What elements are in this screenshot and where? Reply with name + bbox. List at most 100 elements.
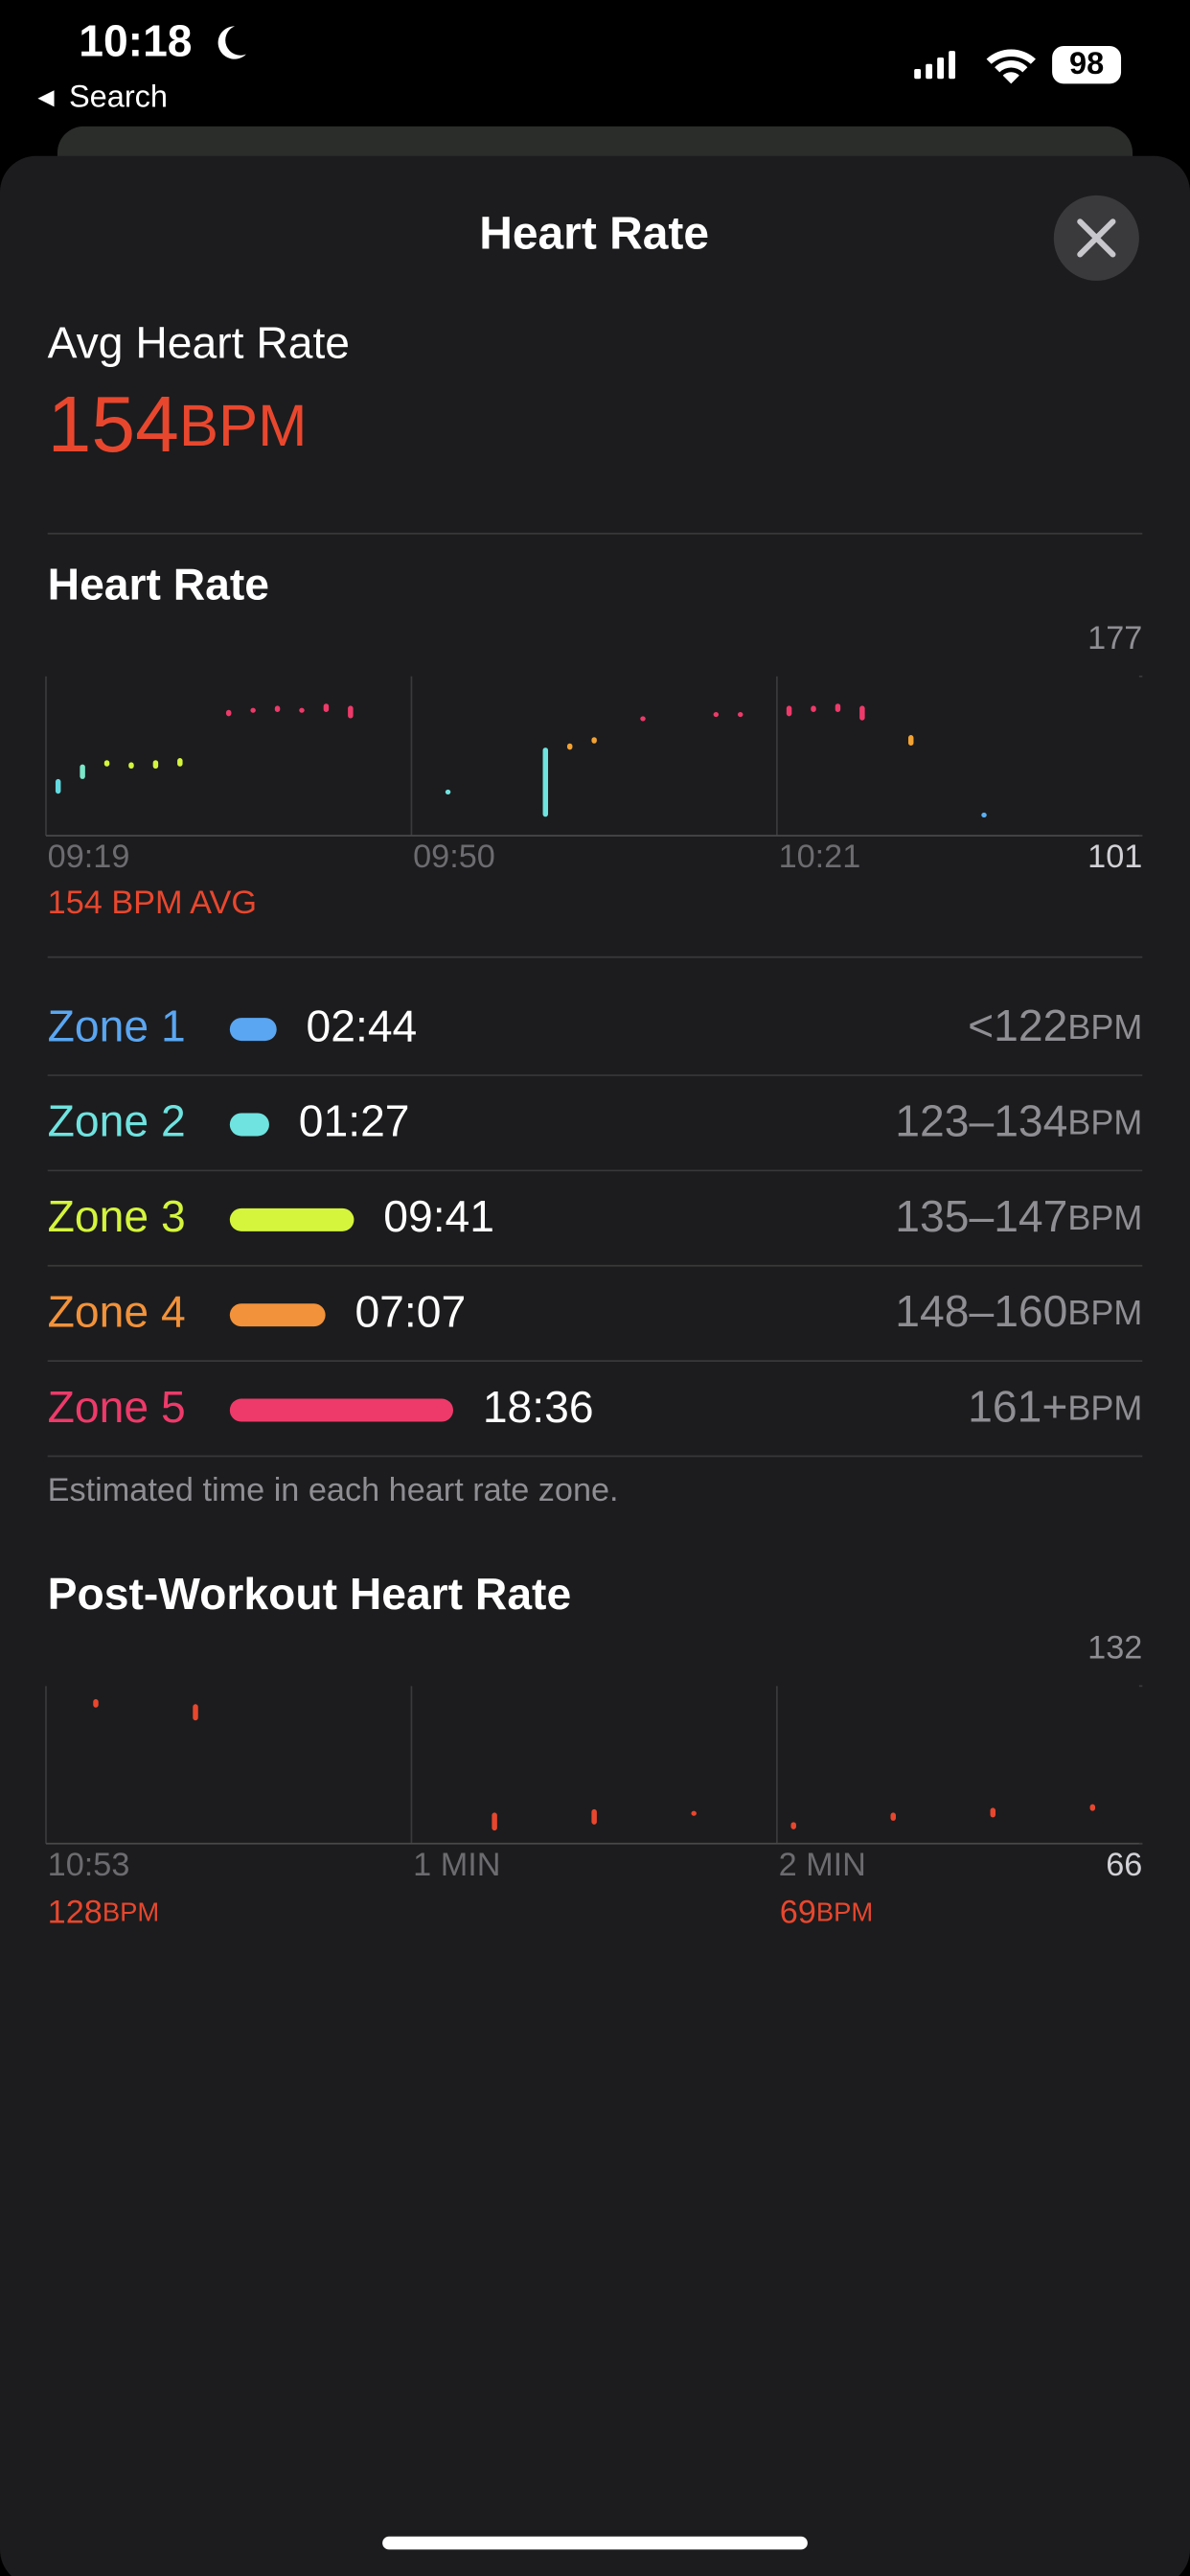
status-time: 10:18: [79, 15, 192, 65]
zone-range-value: 148–160: [895, 1286, 1067, 1336]
zone-range: 135–147BPM: [895, 1191, 1142, 1241]
avg-unit: BPM: [179, 393, 308, 459]
reading: [55, 778, 61, 794]
zone-bar: [229, 1208, 355, 1231]
reading: [640, 716, 646, 722]
reading: [859, 705, 865, 721]
zone-range-unit: BPM: [1067, 1102, 1142, 1141]
end-value: 69: [780, 1895, 816, 1931]
zone-duration: 18:36: [483, 1382, 594, 1432]
zone-range: 161+BPM: [968, 1382, 1142, 1432]
end-rate: 69BPM: [780, 1895, 873, 1931]
start-value: 128: [48, 1895, 103, 1931]
y-tick-label: 132: [1087, 1630, 1142, 1667]
x-label: 10:53: [48, 1847, 130, 1883]
reading: [981, 812, 987, 818]
reading: [250, 707, 256, 713]
close-button[interactable]: [1053, 195, 1139, 281]
reading: [225, 709, 232, 717]
zone-bar: [229, 1398, 454, 1422]
reading: [274, 705, 281, 712]
reading: [128, 762, 134, 769]
home-indicator: [382, 2536, 808, 2550]
reading: [790, 1822, 796, 1829]
reading: [542, 748, 549, 817]
reading: [323, 703, 330, 712]
zone-range-value: <122: [968, 1000, 1067, 1050]
zone-note: Estimated time in each heart rate zone.: [48, 1472, 619, 1508]
reading: [1089, 1804, 1096, 1811]
zone-range-unit: BPM: [1067, 1388, 1142, 1427]
reading: [348, 705, 354, 719]
y-tick-label: 177: [1087, 620, 1142, 656]
end-unit: BPM: [816, 1898, 873, 1927]
reading: [591, 1808, 597, 1825]
y-tick-label: 101: [1087, 839, 1142, 875]
zone-duration: 01:27: [299, 1096, 410, 1146]
reading: [103, 760, 110, 767]
reading: [890, 1812, 896, 1821]
zone-duration: 02:44: [307, 1000, 418, 1050]
zone-range: 148–160BPM: [895, 1286, 1142, 1336]
zone-range-value: 135–147: [895, 1191, 1067, 1241]
avg-label: Avg Heart Rate: [48, 318, 350, 368]
zone-name: Zone 1: [48, 1000, 186, 1050]
wifi-icon: [986, 49, 1036, 84]
zone-range: 123–134BPM: [895, 1096, 1142, 1146]
zone-range-value: 123–134: [895, 1096, 1067, 1146]
back-link[interactable]: Search: [69, 79, 168, 113]
start-rate: 128BPM: [48, 1895, 160, 1931]
avg-value: 154BPM: [48, 381, 308, 469]
reading: [811, 705, 816, 712]
reading: [445, 789, 451, 794]
battery-level: 98: [1069, 46, 1104, 80]
x-label: 10:21: [779, 839, 861, 875]
zone-name: Zone 2: [48, 1096, 186, 1146]
signal-icon: [914, 51, 956, 80]
zone-bar: [229, 1018, 277, 1042]
start-unit: BPM: [103, 1898, 159, 1927]
reading: [591, 737, 597, 744]
y-tick-label: 66: [1106, 1847, 1142, 1883]
reading: [786, 705, 792, 717]
avg-number: 154: [48, 381, 179, 469]
zone-range: <122BPM: [968, 1000, 1142, 1050]
back-arrow[interactable]: [37, 90, 55, 107]
reading: [299, 707, 305, 713]
zone-range-unit: BPM: [1067, 1007, 1142, 1046]
reading: [177, 758, 183, 767]
x-label: 1 MIN: [413, 1847, 500, 1883]
zone-bar: [229, 1113, 269, 1137]
moon-icon: [217, 26, 246, 59]
zone-name: Zone 4: [48, 1286, 186, 1336]
sheet-title: Heart Rate: [479, 208, 709, 259]
zone-duration: 07:07: [355, 1286, 466, 1336]
x-label: 09:50: [413, 839, 495, 875]
reading: [737, 711, 744, 718]
reading: [835, 703, 841, 712]
x-label: 09:19: [48, 839, 130, 875]
zone-name: Zone 5: [48, 1382, 186, 1432]
reading: [93, 1699, 99, 1708]
section-title: Heart Rate: [48, 560, 269, 610]
reading: [193, 1704, 198, 1721]
reading: [152, 760, 159, 769]
reading: [691, 1810, 697, 1816]
reading: [80, 764, 85, 779]
x-label: 2 MIN: [779, 1847, 866, 1883]
reading: [907, 735, 914, 746]
sheet: [0, 155, 1190, 2576]
reading: [566, 743, 573, 750]
zone-range-unit: BPM: [1067, 1293, 1142, 1332]
reading: [492, 1812, 497, 1831]
reading: [990, 1807, 996, 1818]
zone-bar: [229, 1303, 326, 1327]
battery-icon: [1052, 45, 1122, 84]
zone-name: Zone 3: [48, 1191, 186, 1241]
zone-range-value: 161+: [968, 1382, 1067, 1432]
reading: [713, 711, 720, 718]
section-title: Post-Workout Heart Rate: [48, 1569, 572, 1619]
avg-annotation: 154 BPM AVG: [48, 885, 257, 921]
